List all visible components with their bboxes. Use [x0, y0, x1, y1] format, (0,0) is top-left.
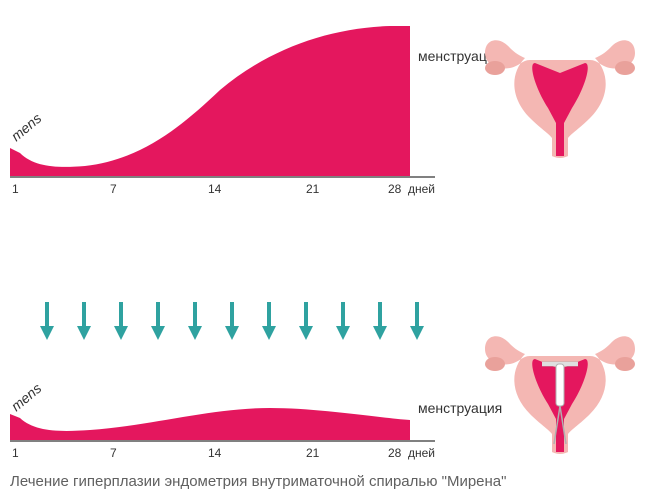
- arrow-icon: [225, 302, 239, 340]
- arrows-row: [40, 302, 424, 340]
- uterus-diagram-1: [480, 18, 640, 163]
- arrow-icon: [77, 302, 91, 340]
- panel-top: mens 1 7 14 21 28 дней менструация: [0, 18, 670, 208]
- uterus-svg-2: [480, 314, 640, 454]
- x-axis-2: [10, 440, 435, 442]
- tick-2-7: 7: [110, 446, 117, 460]
- uterus-diagram-2: [480, 314, 640, 459]
- arrow-icon: [151, 302, 165, 340]
- x-axis-1: [10, 176, 435, 178]
- panel-bottom: mens 1 7 14 21 28 дней менструация: [0, 350, 670, 480]
- chart-with-treatment: mens 1 7 14 21 28 дней: [10, 350, 435, 455]
- arrow-icon: [373, 302, 387, 340]
- arrow-icon: [262, 302, 276, 340]
- caption: Лечение гиперплазии эндометрия внутримат…: [10, 473, 506, 490]
- arrow-icon: [299, 302, 313, 340]
- tick-2-1: 1: [12, 446, 19, 460]
- axis-unit-1: дней: [408, 182, 435, 196]
- arrow-icon: [114, 302, 128, 340]
- arrow-icon: [336, 302, 350, 340]
- chart-without-treatment: mens 1 7 14 21 28 дней: [10, 18, 435, 188]
- tick-2-14: 14: [208, 446, 221, 460]
- axis-unit-2: дней: [408, 446, 435, 460]
- uterus-svg-1: [480, 18, 640, 158]
- endometrium-curve-2: [10, 350, 435, 440]
- arrow-icon: [410, 302, 424, 340]
- tick-1-1: 1: [12, 182, 19, 196]
- tick-2-21: 21: [306, 446, 319, 460]
- tick-2-28: 28: [388, 446, 401, 460]
- tick-1-14: 14: [208, 182, 221, 196]
- tick-1-28: 28: [388, 182, 401, 196]
- arrow-icon: [188, 302, 202, 340]
- arrow-icon: [40, 302, 54, 340]
- tick-1-7: 7: [110, 182, 117, 196]
- endometrium-curve-1: [10, 18, 435, 176]
- tick-1-21: 21: [306, 182, 319, 196]
